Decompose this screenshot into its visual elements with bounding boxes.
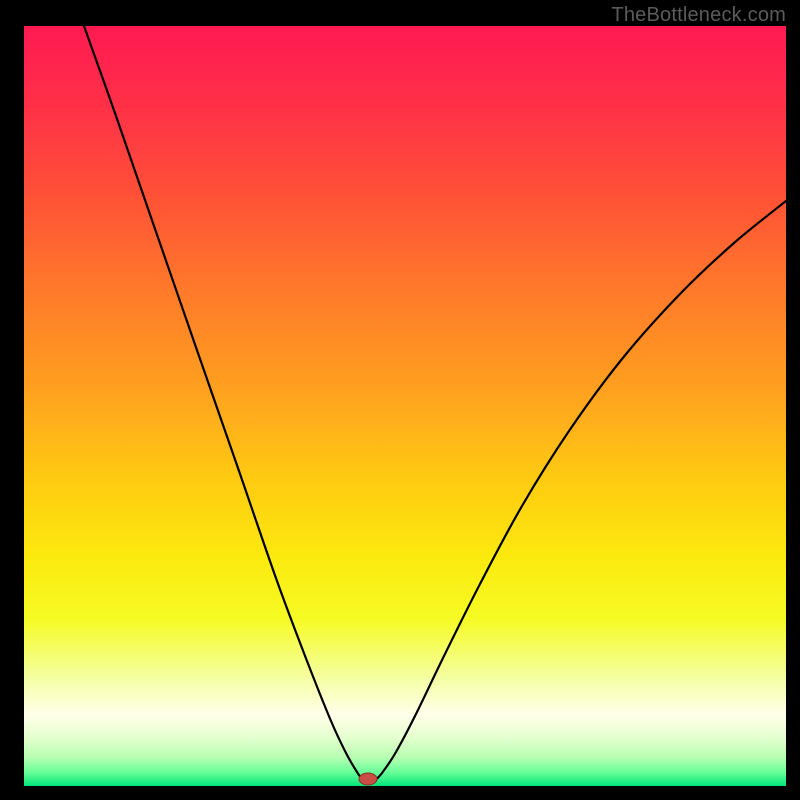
plot-area: [24, 26, 786, 786]
min-marker: [359, 773, 377, 785]
chart-frame: TheBottleneck.com: [0, 0, 800, 800]
watermark-text: TheBottleneck.com: [611, 4, 786, 27]
bottleneck-chart: [24, 26, 786, 786]
gradient-background: [24, 26, 786, 786]
